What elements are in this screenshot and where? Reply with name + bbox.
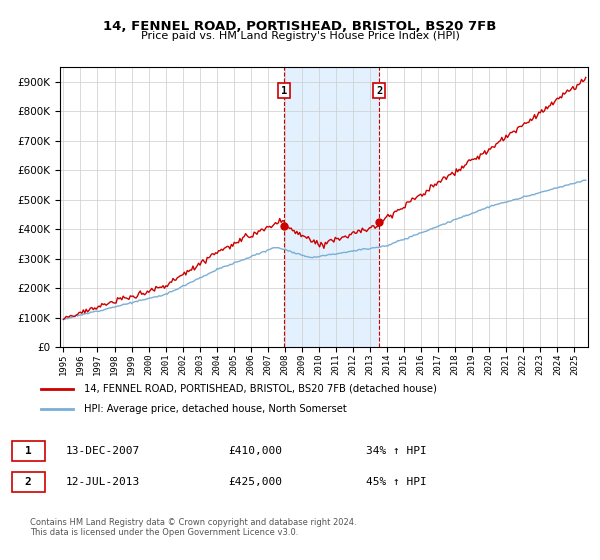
Text: 2: 2 — [25, 477, 32, 487]
Text: 12-JUL-2013: 12-JUL-2013 — [66, 477, 140, 487]
Text: 14, FENNEL ROAD, PORTISHEAD, BRISTOL, BS20 7FB (detached house): 14, FENNEL ROAD, PORTISHEAD, BRISTOL, BS… — [84, 384, 437, 394]
Text: HPI: Average price, detached house, North Somerset: HPI: Average price, detached house, Nort… — [84, 404, 347, 414]
Text: £410,000: £410,000 — [228, 446, 282, 456]
Text: Price paid vs. HM Land Registry's House Price Index (HPI): Price paid vs. HM Land Registry's House … — [140, 31, 460, 41]
Text: 1: 1 — [281, 86, 287, 96]
Text: 13-DEC-2007: 13-DEC-2007 — [66, 446, 140, 456]
Bar — [284, 67, 379, 347]
Text: 45% ↑ HPI: 45% ↑ HPI — [366, 477, 427, 487]
Text: 34% ↑ HPI: 34% ↑ HPI — [366, 446, 427, 456]
Text: £425,000: £425,000 — [228, 477, 282, 487]
Text: Contains HM Land Registry data © Crown copyright and database right 2024.
This d: Contains HM Land Registry data © Crown c… — [30, 518, 356, 538]
Text: 1: 1 — [25, 446, 32, 456]
Text: 14, FENNEL ROAD, PORTISHEAD, BRISTOL, BS20 7FB: 14, FENNEL ROAD, PORTISHEAD, BRISTOL, BS… — [103, 20, 497, 32]
Text: 2: 2 — [376, 86, 382, 96]
